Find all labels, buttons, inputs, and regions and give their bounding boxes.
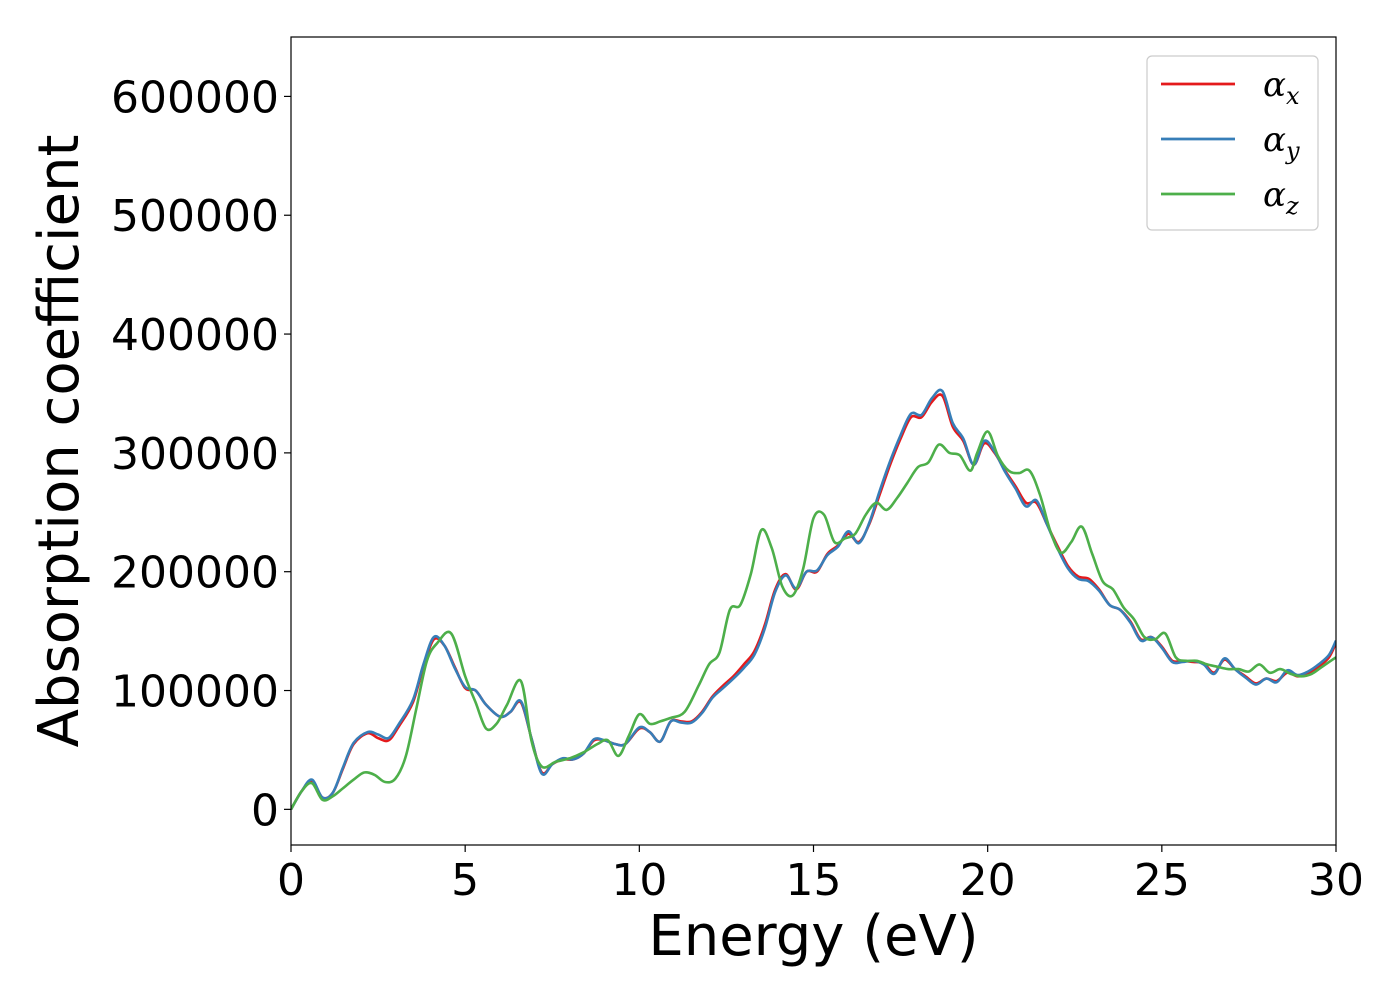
legend-label-y: αy xyxy=(1263,120,1300,165)
y-tick-label: 200000 xyxy=(111,548,279,599)
y-tick-label: 300000 xyxy=(111,429,279,480)
x-tick-label: 25 xyxy=(1134,855,1190,906)
series-line-z xyxy=(291,430,1336,811)
x-tick-label: 10 xyxy=(611,855,667,906)
x-axis-label: Energy (eV) xyxy=(648,904,978,969)
x-tick-label: 15 xyxy=(786,855,842,906)
x-tick-label: 0 xyxy=(277,855,305,906)
y-tick-label: 500000 xyxy=(111,191,279,242)
legend-label-x: αx xyxy=(1263,65,1300,110)
y-tick-label: 100000 xyxy=(111,667,279,718)
legend-box xyxy=(1146,55,1319,231)
y-axis-label: Absorption coefficient xyxy=(27,135,92,748)
x-tick-label: 30 xyxy=(1308,855,1364,906)
series-layer xyxy=(291,388,1336,811)
x-tick-label: 5 xyxy=(451,855,479,906)
x-axis-ticks: 0 5 10 15 20 25 30 xyxy=(277,845,1364,906)
y-axis-ticks: 0 100000 200000 300000 400000 500000 600000 xyxy=(111,72,291,836)
y-tick-label: 400000 xyxy=(111,310,279,361)
legend-label-z: αz xyxy=(1263,175,1299,220)
y-tick-label: 600000 xyxy=(111,72,279,123)
x-tick-label: 20 xyxy=(960,855,1016,906)
y-tick-label: 0 xyxy=(251,785,279,836)
legend: αx αy αz xyxy=(1146,55,1319,231)
